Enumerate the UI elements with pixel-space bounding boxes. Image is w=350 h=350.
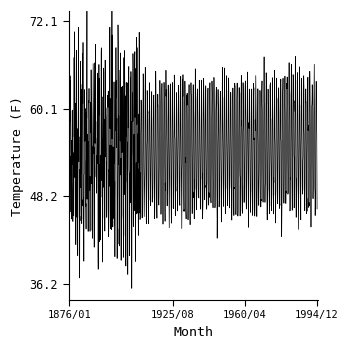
X-axis label: Month: Month: [173, 326, 213, 339]
Y-axis label: Temperature (F): Temperature (F): [11, 96, 24, 216]
